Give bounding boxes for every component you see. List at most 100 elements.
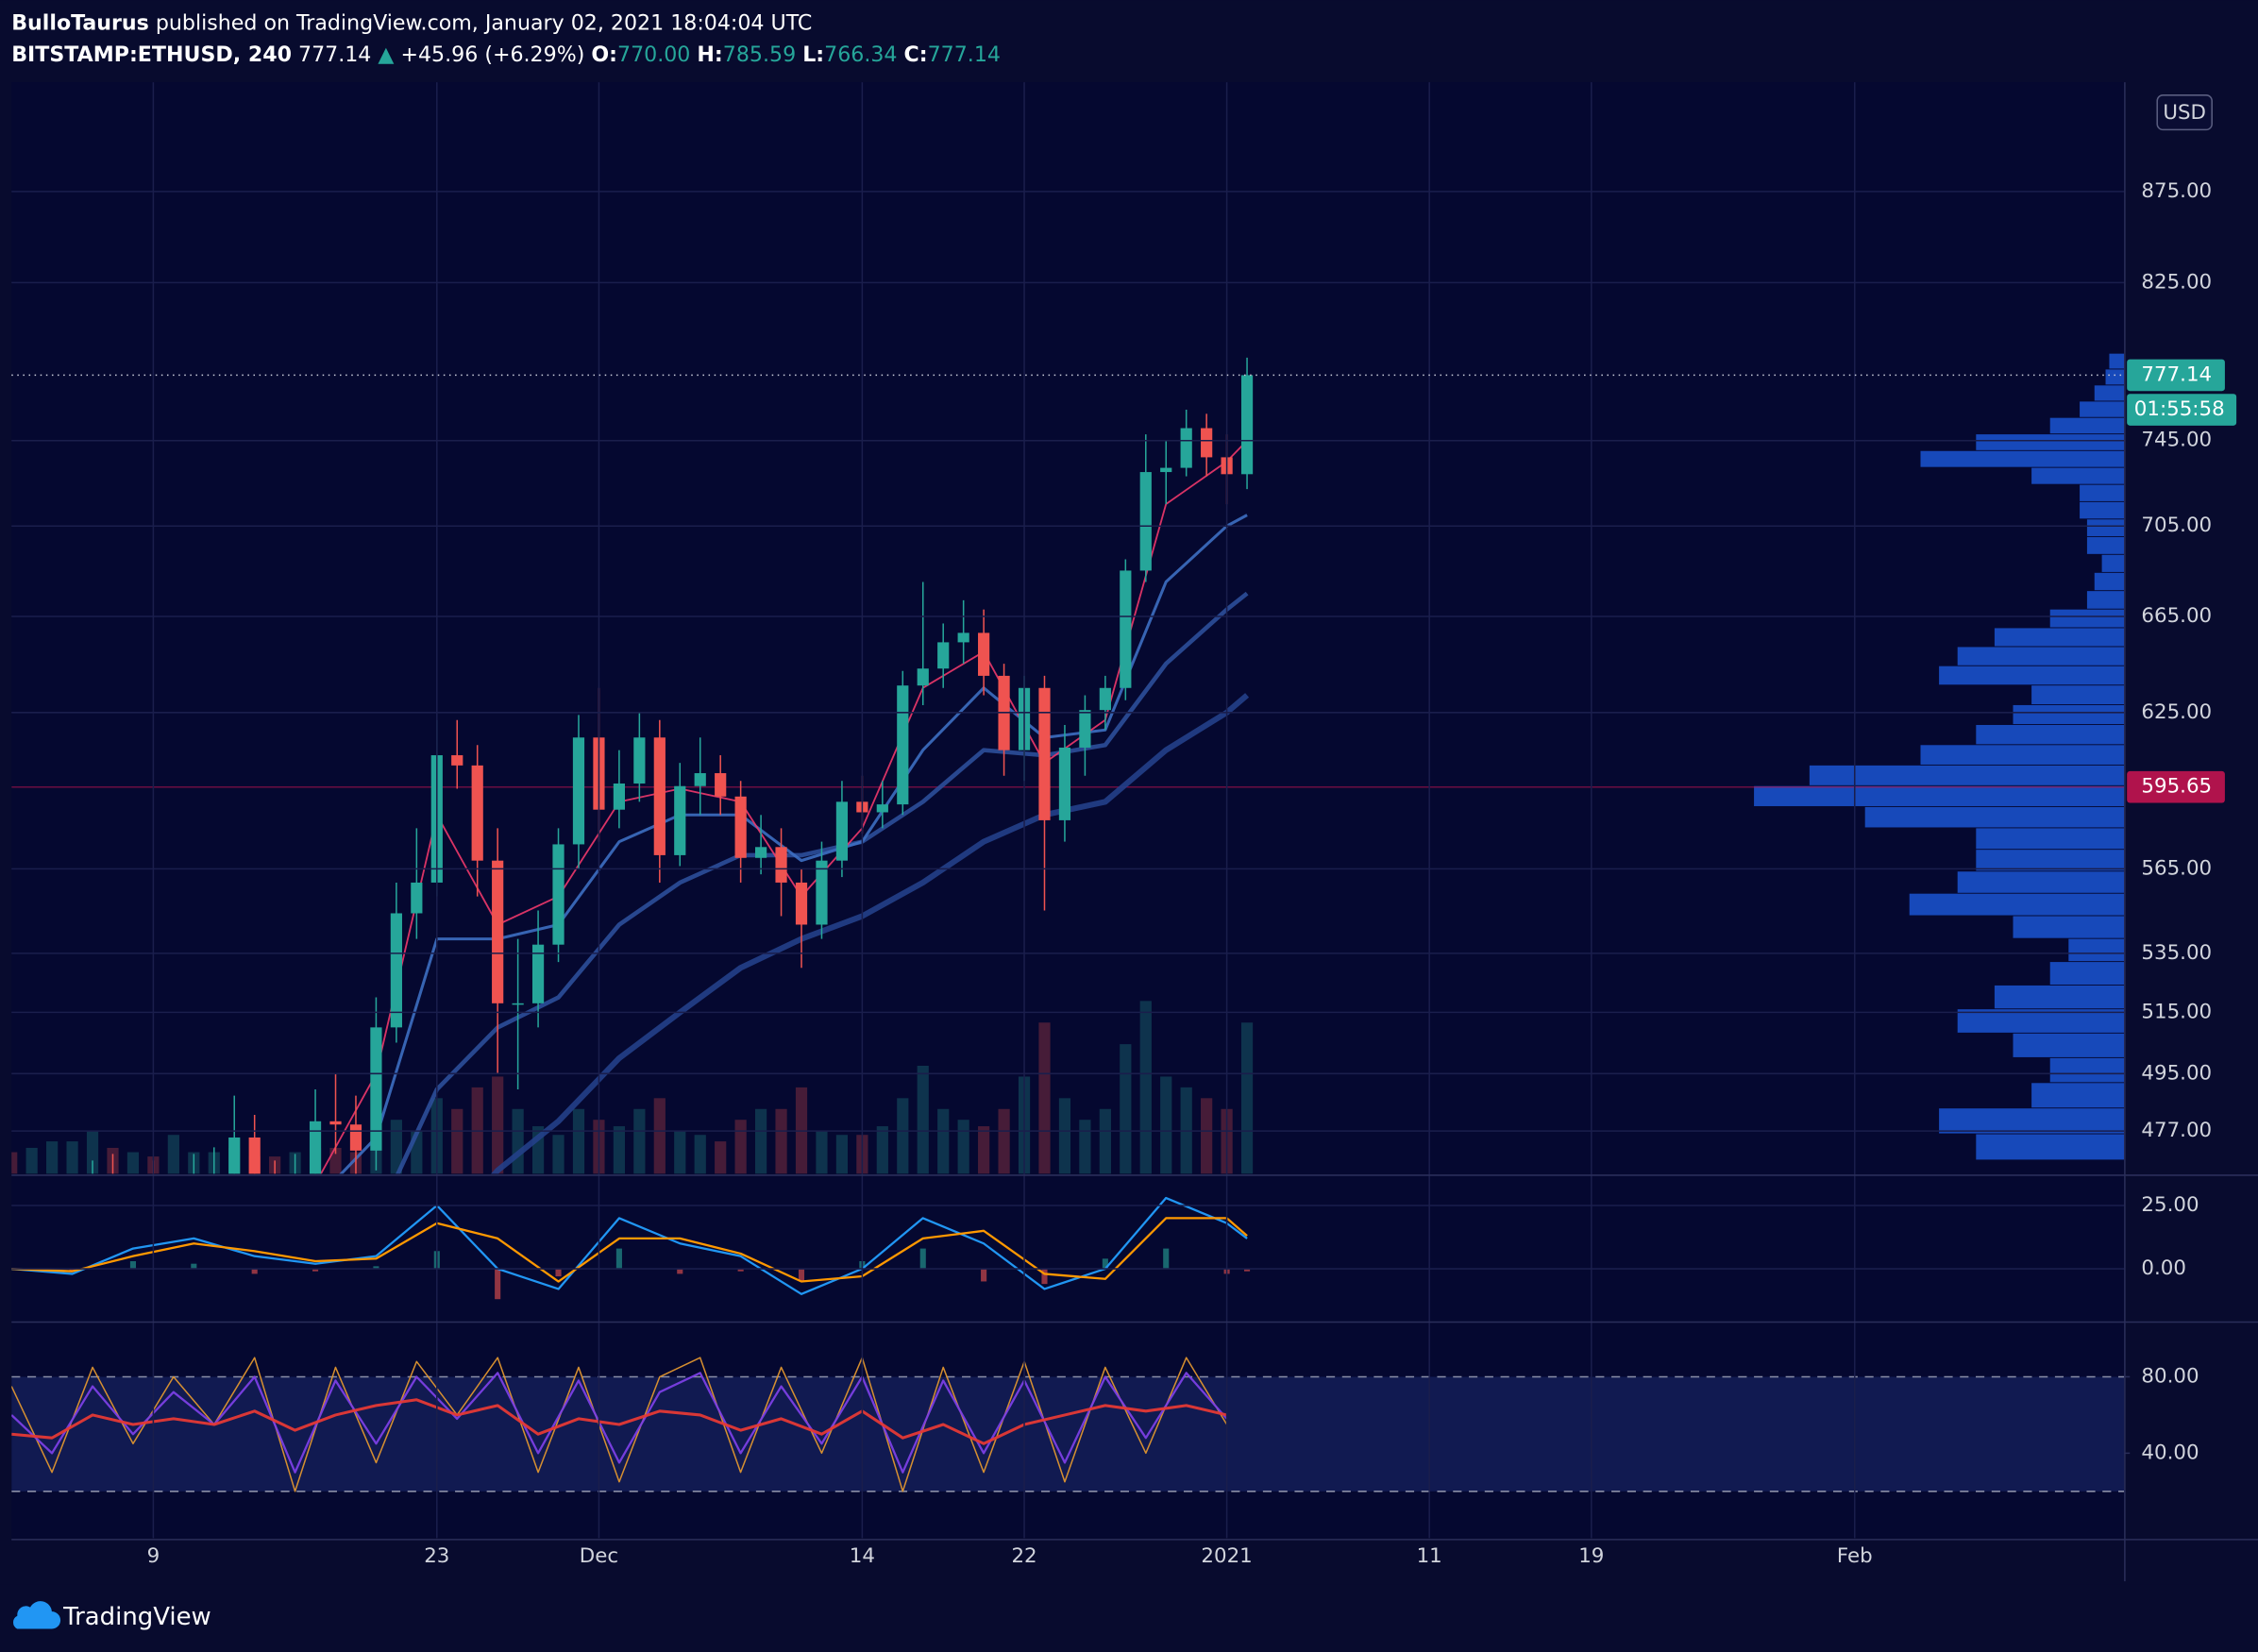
volume-bar [66,1141,78,1174]
profile-bar [1976,828,2125,850]
candle-body [653,737,666,855]
currency[interactable]: USD [2163,101,2206,125]
x-tick-label: 14 [850,1544,875,1568]
profile-bar [2031,685,2125,705]
profile-bar [1957,647,2125,666]
candle-body [572,737,585,845]
profile-bar [1809,765,2125,785]
candle-body [1139,472,1152,571]
macd-histogram [981,1269,987,1282]
arrow: ▲ [378,42,394,67]
moving-average [490,693,1250,1174]
profile-bar [1976,434,2125,450]
volume-bar [674,1130,686,1174]
x-tick-label: 11 [1417,1544,1442,1568]
profile-bar [1957,1009,2125,1033]
volume-bar [329,1147,342,1174]
profile-bar [1939,1108,2125,1134]
candle-body [1038,687,1051,820]
h-value: 785.59 [723,42,796,67]
y-tick-label: 40.00 [2141,1441,2199,1464]
profile-bar [2013,1033,2125,1057]
volume-bar [1099,1108,1111,1174]
macd-pane [11,1196,1251,1300]
volume-bar [86,1130,99,1174]
profile-bar [2049,1057,2125,1083]
header-line-2: BITSTAMP:ETHUSD, 240 777.14 ▲ +45.96 (+6… [11,42,1001,67]
profile-bar [1976,724,2125,745]
profile-bar [1994,985,2125,1009]
volume-bar [1160,1076,1172,1174]
profile-bar [1976,850,2125,871]
x-tick-label: 23 [424,1544,449,1568]
macd-histogram [312,1269,319,1272]
candle-body [492,860,504,1003]
volume-bar [390,1120,402,1174]
candle-body [552,844,564,945]
macd-histogram [495,1269,501,1300]
macd-histogram [555,1269,562,1277]
y-tick-label: 565.00 [2141,856,2212,880]
volume-bar [1038,1022,1051,1174]
profile-bar [1939,666,2125,685]
currency-button[interactable] [2156,94,2213,131]
footer [0,1584,2258,1652]
volume-bar [1058,1098,1071,1174]
y-tick-label: 745.00 [2141,429,2212,452]
y-tick-label: 80.00 [2141,1364,2199,1388]
profile-bar [1864,806,2125,828]
macd-histogram [615,1248,622,1270]
candle-body [248,1137,261,1174]
candle-body [471,765,483,861]
moving-average [396,591,1249,1174]
profile-bar [1976,1134,2125,1160]
candle-body [1201,428,1213,458]
macd-histogram [737,1269,744,1272]
profile-bar [2080,401,2125,417]
profile-bar [1994,628,2125,647]
countdown: 01:55:58 [2134,397,2225,421]
candle-body [715,773,727,797]
y-tick-label: 535.00 [2141,941,2212,965]
macd-histogram [191,1263,197,1270]
moving-average [339,514,1248,1174]
volume-bar [998,1108,1010,1174]
volume-bar [633,1108,646,1174]
countdown-tag [2127,394,2237,426]
candle-body [876,804,888,813]
volume-bar [46,1141,59,1174]
profile-bar [2049,962,2125,986]
profile-bar [2094,572,2125,591]
candle-body [531,944,545,1003]
volume-bar [126,1152,140,1174]
candle-body [734,796,747,858]
volume-bar [1120,1044,1132,1174]
profile-bar [2068,938,2125,962]
candle-body [370,1027,382,1151]
volume-bar [957,1120,969,1174]
x-tick-label: 9 [147,1544,160,1568]
y-tick-label: 875.00 [2141,179,2212,203]
volume-bar [653,1098,666,1174]
volume-bar [897,1098,909,1174]
macd-histogram [1102,1258,1108,1270]
candle-body [411,882,423,914]
change: +45.96 (+6.29%) [400,42,584,67]
profile-bar [2031,1083,2125,1108]
candle-body [349,1124,362,1151]
macd-histogram [1244,1269,1251,1272]
volume-bar [816,1130,828,1174]
y-tick-label: 665.00 [2141,604,2212,628]
profile-bar [2049,417,2125,434]
last-price-tag [2127,359,2225,392]
candle-body [978,632,990,676]
macd-histogram [919,1248,926,1270]
candle-body [329,1121,342,1125]
profile-bar [2109,353,2125,369]
volume-bar [937,1108,950,1174]
candle-body [228,1137,241,1174]
y-tick-label: 495.00 [2141,1061,2212,1085]
last-price-label: 777.14 [2141,362,2212,386]
volume-bar [1079,1120,1091,1174]
macd-line [11,1217,1248,1283]
